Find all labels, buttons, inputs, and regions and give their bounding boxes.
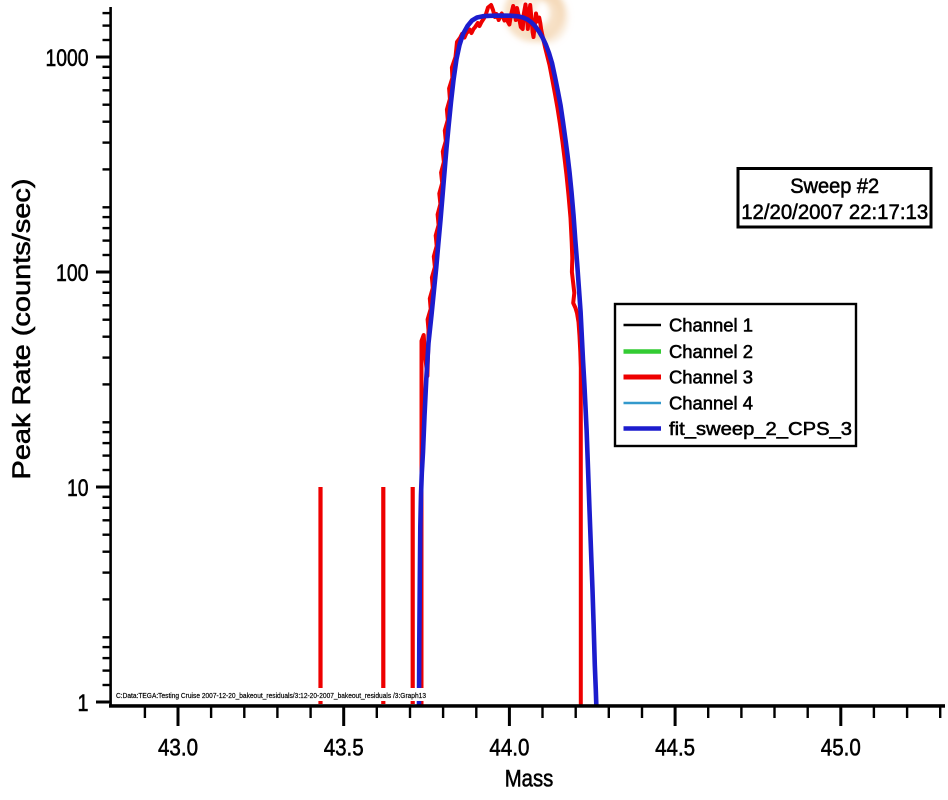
svg-text:C:Data:TEGA:Testing Cruise 200: C:Data:TEGA:Testing Cruise 2007-12-20_ba… — [116, 691, 426, 700]
svg-text:Sweep #2: Sweep #2 — [790, 174, 879, 198]
svg-text:fit_sweep_2_CPS_3: fit_sweep_2_CPS_3 — [669, 418, 852, 440]
svg-text:Channel 3: Channel 3 — [669, 367, 753, 388]
svg-text:Channel 4: Channel 4 — [669, 393, 753, 414]
svg-text:1: 1 — [78, 690, 89, 717]
svg-text:Channel 2: Channel 2 — [669, 341, 753, 362]
svg-text:100: 100 — [56, 260, 89, 287]
svg-text:Mass: Mass — [505, 766, 554, 793]
svg-text:44.5: 44.5 — [655, 735, 695, 762]
svg-text:45.0: 45.0 — [821, 735, 861, 762]
svg-text:Channel 1: Channel 1 — [669, 315, 753, 336]
svg-text:43.0: 43.0 — [158, 735, 198, 762]
svg-text:12/20/2007 22:17:13: 12/20/2007 22:17:13 — [741, 200, 928, 224]
svg-text:Peak Rate (counts/sec): Peak Rate (counts/sec) — [8, 179, 36, 480]
svg-text:1000: 1000 — [46, 45, 89, 72]
svg-text:10: 10 — [67, 475, 89, 502]
svg-text:43.5: 43.5 — [324, 735, 364, 762]
svg-text:44.0: 44.0 — [489, 735, 529, 762]
